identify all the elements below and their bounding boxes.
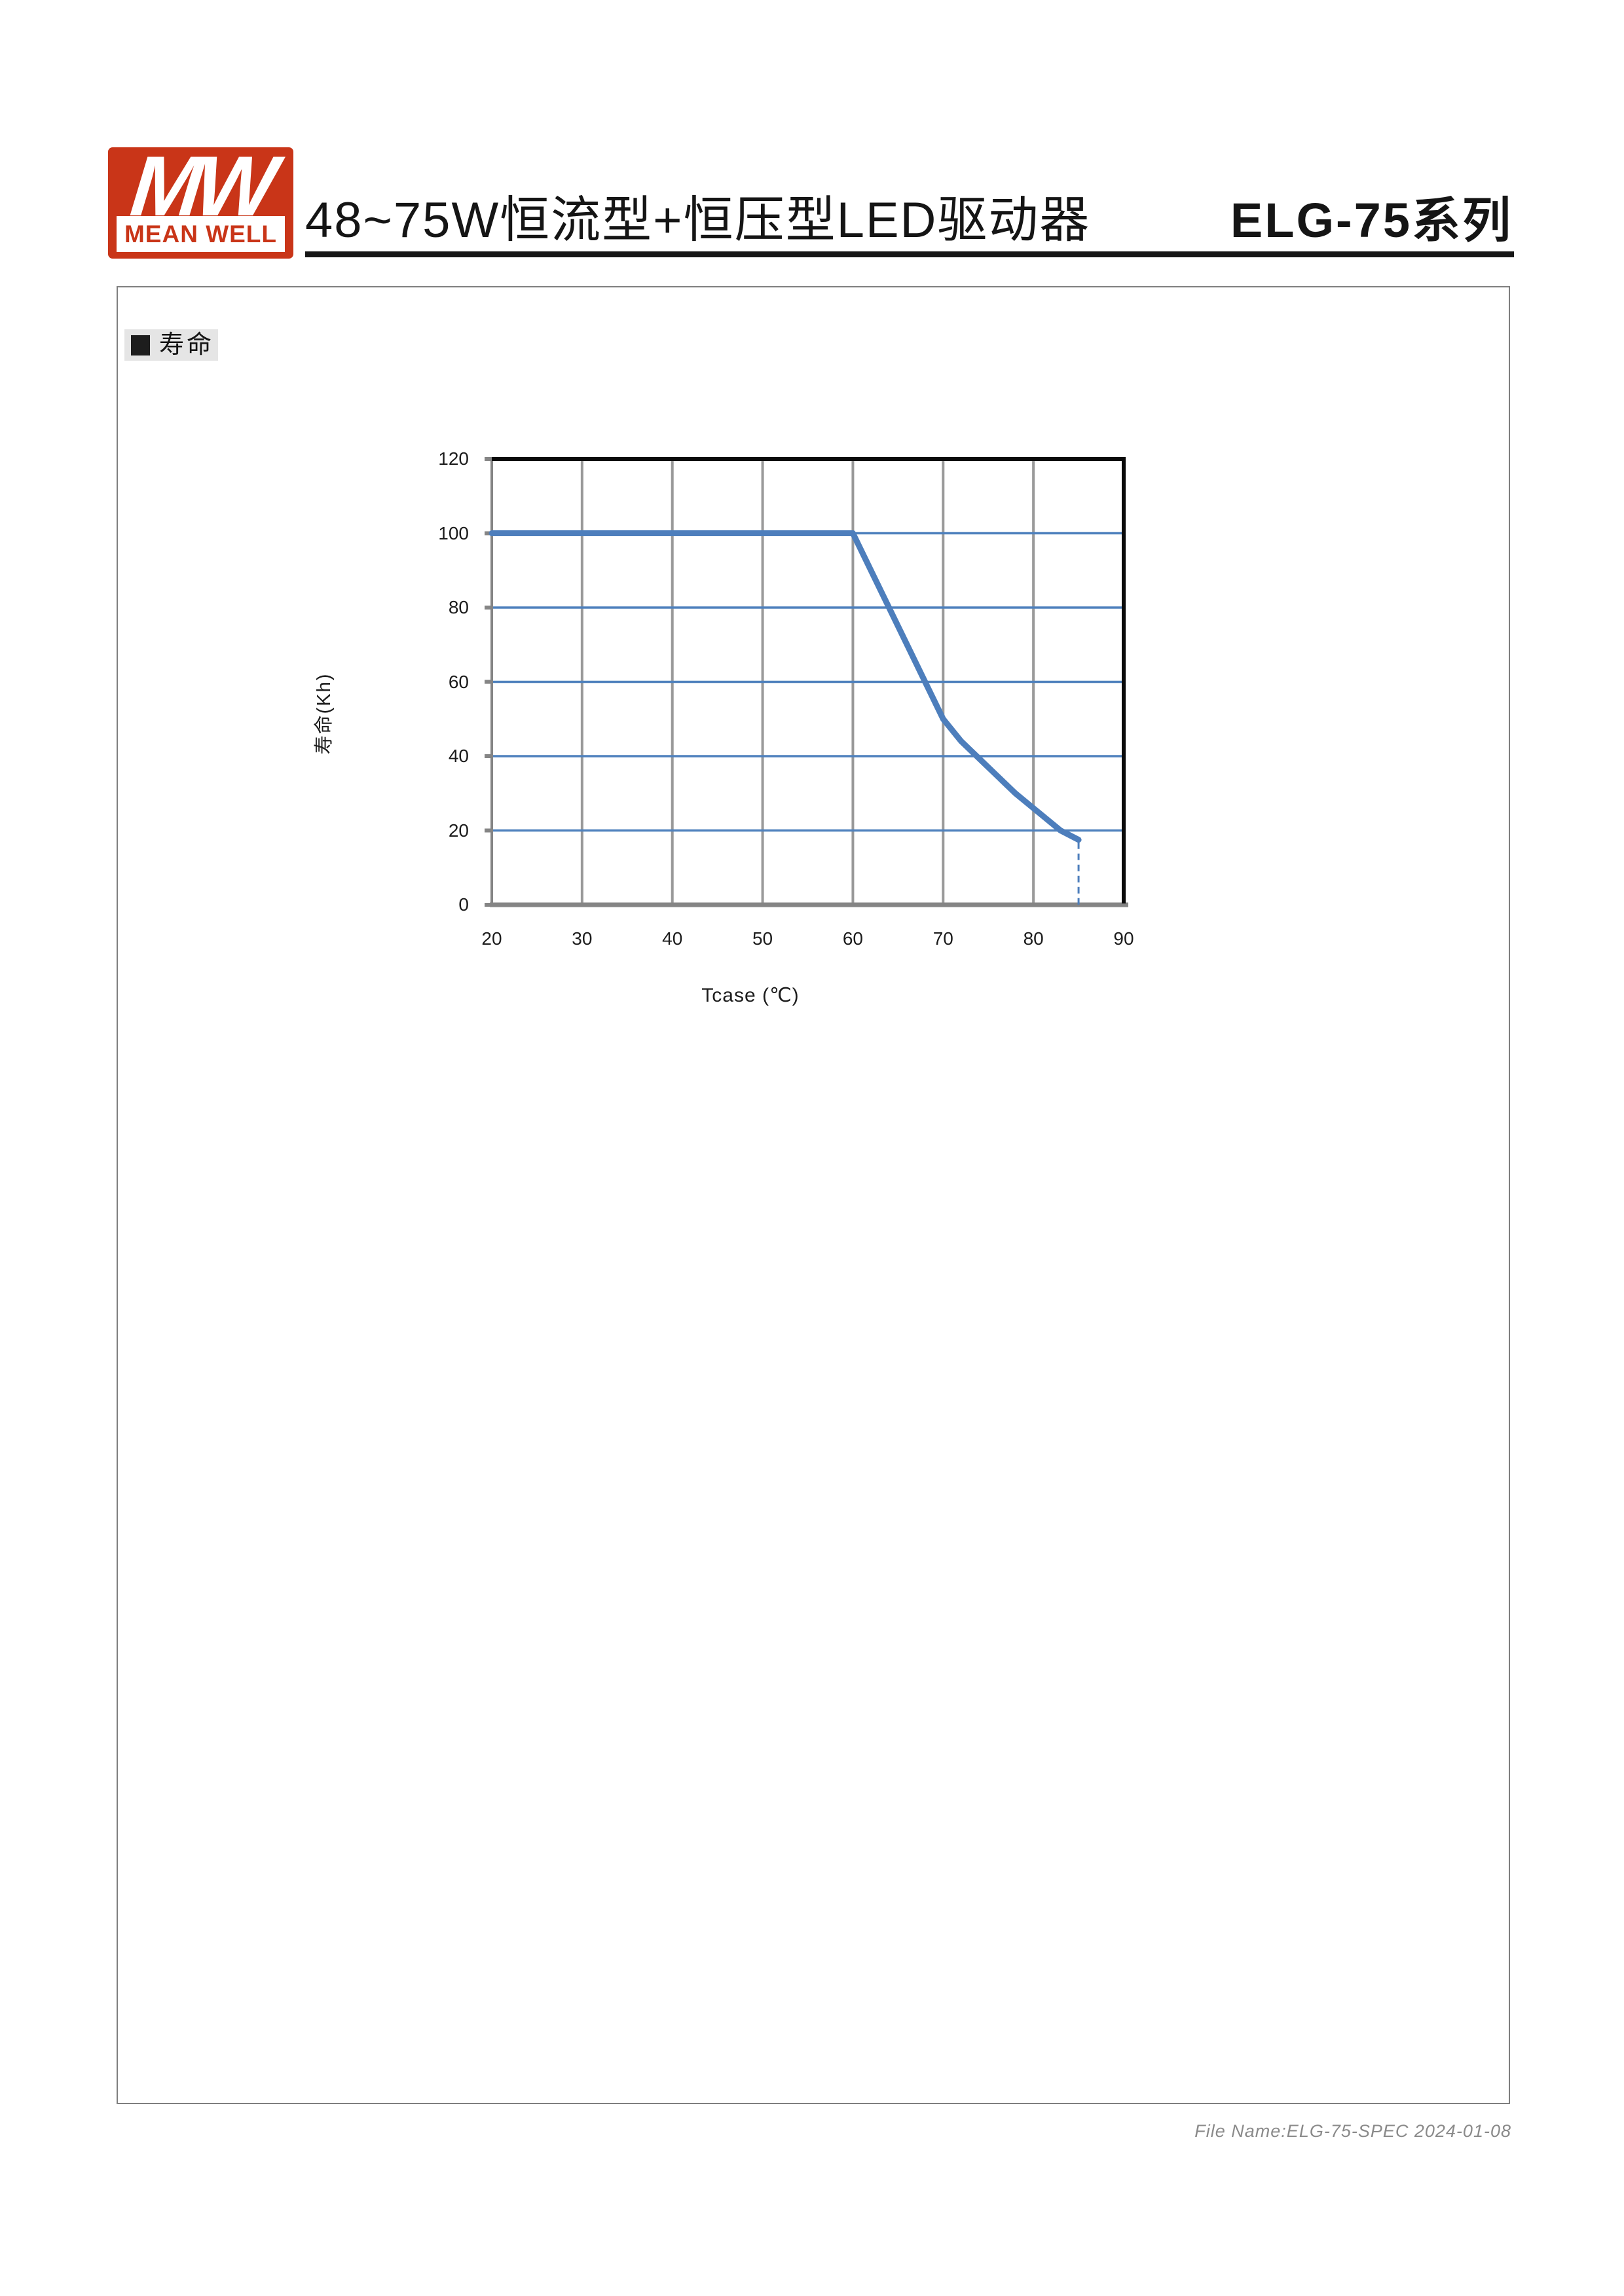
x-axis-title: Tcase (℃) xyxy=(701,985,800,1006)
y-tick-label: 20 xyxy=(448,820,469,841)
section-label-life: 寿命 xyxy=(124,329,218,361)
title-underline xyxy=(305,251,1514,257)
y-tick-label: 120 xyxy=(438,448,469,469)
y-tick-label: 0 xyxy=(458,894,469,915)
section-label-text: 寿命 xyxy=(159,331,215,359)
x-tick-label: 70 xyxy=(932,928,953,949)
y-tick-label: 60 xyxy=(448,671,469,692)
bullet-square-icon xyxy=(131,335,150,355)
meanwell-brand-strip: MEAN WELL xyxy=(117,216,285,252)
meanwell-brand-text: MEAN WELL xyxy=(124,220,278,247)
y-axis-title: 寿命(Kh) xyxy=(314,672,335,755)
y-tick-label: 40 xyxy=(448,746,469,766)
meanwell-logo: MW MEAN WELL xyxy=(108,138,293,259)
series-title: ELG-75系列 xyxy=(1230,193,1513,247)
x-tick-label: 60 xyxy=(842,928,863,949)
x-tick-label: 20 xyxy=(481,928,502,949)
x-tick-label: 80 xyxy=(1023,928,1044,949)
x-tick-label: 30 xyxy=(572,928,593,949)
y-tick-label: 100 xyxy=(438,522,469,543)
footer-file-name: File Name:ELG-75-SPEC 2024-01-08 xyxy=(1194,2121,1511,2141)
content-box xyxy=(117,286,1510,2104)
page-title: 48~75W恒流型+恒压型LED驱动器 xyxy=(305,192,1091,248)
y-tick-label: 80 xyxy=(448,597,469,617)
x-tick-label: 40 xyxy=(662,928,683,949)
x-tick-label: 50 xyxy=(752,928,773,949)
x-tick-label: 90 xyxy=(1113,928,1134,949)
